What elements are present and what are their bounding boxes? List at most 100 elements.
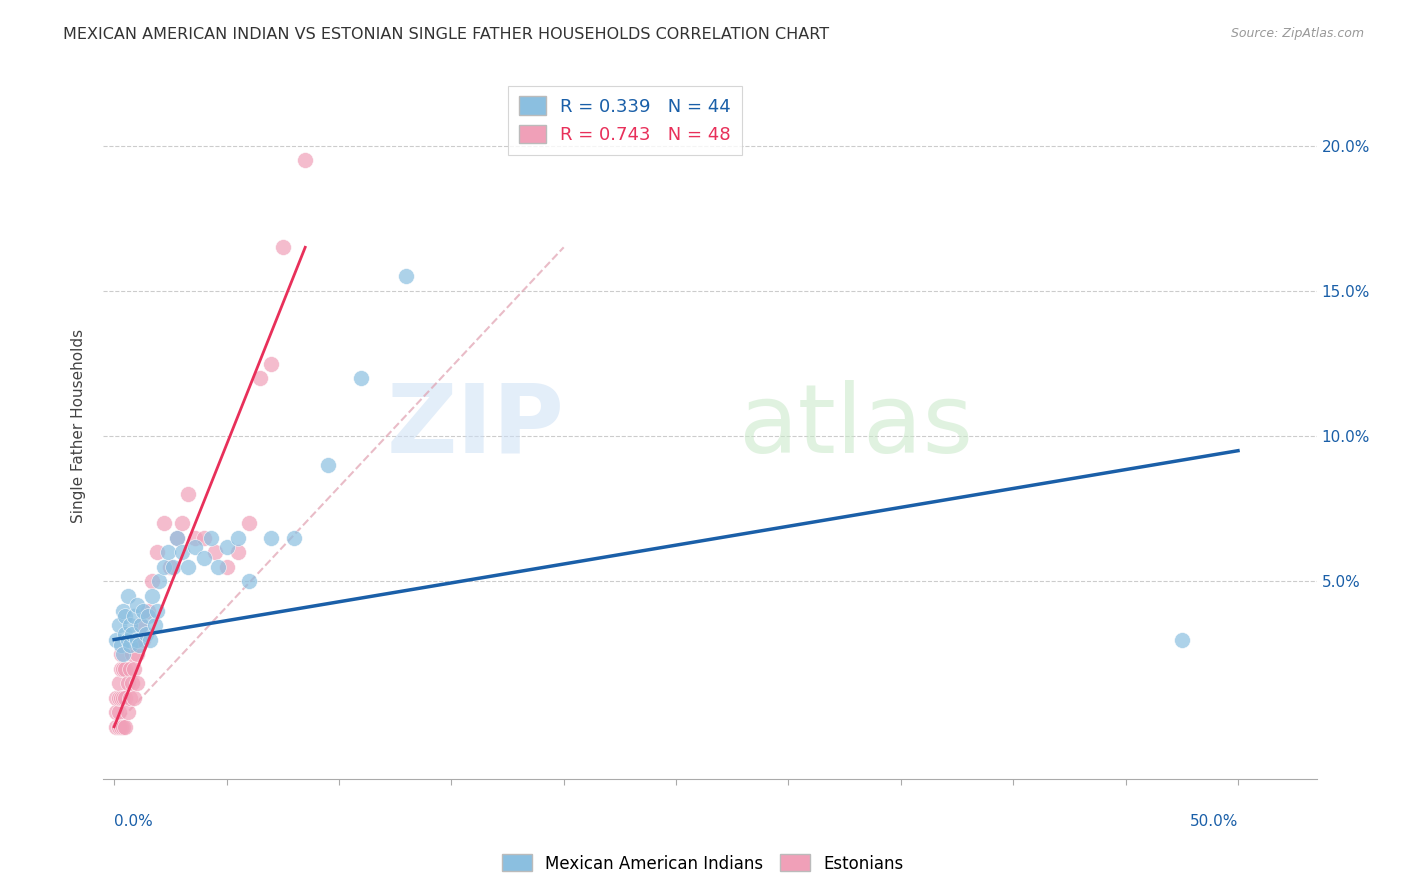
Point	[124, 609, 146, 624]
Point	[395, 269, 418, 284]
Point	[249, 371, 271, 385]
Text: MEXICAN AMERICAN INDIAN VS ESTONIAN SINGLE FATHER HOUSEHOLDS CORRELATION CHART: MEXICAN AMERICAN INDIAN VS ESTONIAN SING…	[63, 27, 830, 42]
Point	[114, 626, 136, 640]
Point	[117, 705, 139, 719]
Point	[316, 458, 339, 473]
Point	[124, 690, 146, 705]
Point	[129, 618, 152, 632]
Point	[141, 589, 163, 603]
Point	[177, 560, 200, 574]
Point	[107, 690, 129, 705]
Point	[146, 603, 169, 617]
Point	[139, 632, 162, 647]
Point	[128, 632, 150, 647]
Point	[157, 545, 180, 559]
Point	[114, 662, 136, 676]
Point	[125, 632, 148, 647]
Point	[159, 560, 181, 574]
Point	[132, 632, 155, 647]
Point	[162, 560, 184, 574]
Point	[226, 545, 249, 559]
Point	[105, 690, 128, 705]
Point	[136, 603, 159, 617]
Point	[110, 690, 132, 705]
Point	[215, 540, 238, 554]
Point	[136, 609, 159, 624]
Point	[107, 618, 129, 632]
Point	[152, 560, 174, 574]
Point	[114, 690, 136, 705]
Text: 0.0%: 0.0%	[114, 814, 153, 829]
Point	[193, 551, 215, 566]
Point	[148, 574, 170, 589]
Point	[110, 720, 132, 734]
Point	[215, 560, 238, 574]
Point	[193, 531, 215, 545]
Text: 50.0%: 50.0%	[1189, 814, 1239, 829]
Point	[110, 662, 132, 676]
Point	[117, 676, 139, 690]
Point	[118, 690, 141, 705]
Point	[146, 545, 169, 559]
Point	[177, 487, 200, 501]
Point	[166, 531, 188, 545]
Point	[125, 598, 148, 612]
Point	[125, 647, 148, 661]
Point	[114, 609, 136, 624]
Y-axis label: Single Father Households: Single Father Households	[72, 329, 86, 523]
Point	[117, 632, 139, 647]
Point	[117, 589, 139, 603]
Point	[110, 639, 132, 653]
Point	[125, 676, 148, 690]
Text: atlas: atlas	[738, 379, 973, 473]
Point	[143, 618, 166, 632]
Point	[132, 603, 155, 617]
Point	[350, 371, 373, 385]
Point	[238, 574, 260, 589]
Legend: R = 0.339   N = 44, R = 0.743   N = 48: R = 0.339 N = 44, R = 0.743 N = 48	[508, 86, 742, 155]
Point	[112, 647, 135, 661]
Point	[114, 720, 136, 734]
Point	[260, 357, 283, 371]
Point	[226, 531, 249, 545]
Legend: Mexican American Indians, Estonians: Mexican American Indians, Estonians	[495, 847, 911, 880]
Text: Source: ZipAtlas.com: Source: ZipAtlas.com	[1230, 27, 1364, 40]
Point	[260, 531, 283, 545]
Point	[238, 516, 260, 531]
Point	[271, 240, 294, 254]
Point	[118, 639, 141, 653]
Point	[200, 531, 222, 545]
Point	[107, 720, 129, 734]
Point	[118, 662, 141, 676]
Point	[294, 153, 316, 168]
Point	[112, 662, 135, 676]
Point	[128, 639, 150, 653]
Point	[170, 516, 193, 531]
Point	[105, 632, 128, 647]
Point	[107, 705, 129, 719]
Point	[112, 720, 135, 734]
Point	[107, 676, 129, 690]
Point	[121, 626, 143, 640]
Point	[204, 545, 226, 559]
Point	[105, 720, 128, 734]
Point	[1171, 632, 1194, 647]
Point	[141, 574, 163, 589]
Text: ZIP: ZIP	[387, 379, 564, 473]
Point	[135, 626, 157, 640]
Point	[121, 676, 143, 690]
Point	[166, 531, 188, 545]
Point	[105, 705, 128, 719]
Point	[110, 647, 132, 661]
Point	[124, 662, 146, 676]
Point	[184, 531, 207, 545]
Point	[112, 690, 135, 705]
Point	[121, 647, 143, 661]
Point	[112, 603, 135, 617]
Point	[283, 531, 305, 545]
Point	[118, 618, 141, 632]
Point	[170, 545, 193, 559]
Point	[184, 540, 207, 554]
Point	[152, 516, 174, 531]
Point	[207, 560, 229, 574]
